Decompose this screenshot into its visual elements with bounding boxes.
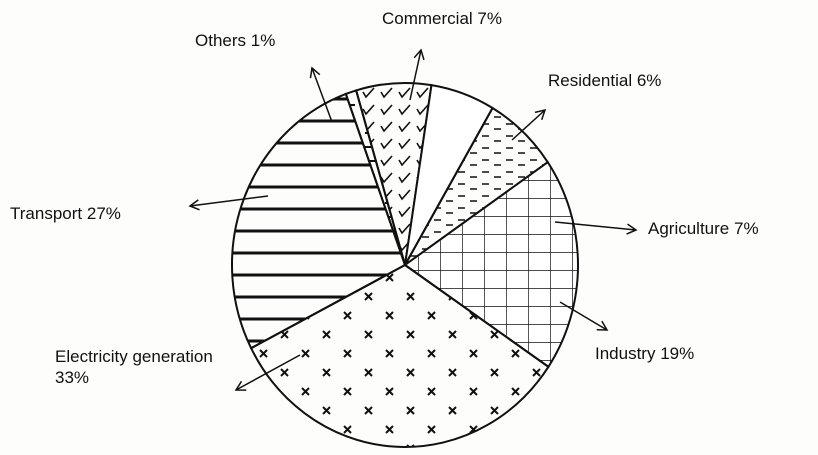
value-label: 27%: [86, 204, 121, 223]
arrow: [188, 195, 269, 211]
slice-label: Others 1%: [195, 30, 275, 51]
category-name: Commercial: [382, 9, 473, 28]
category-name: Residential: [548, 71, 633, 90]
slices: [231, 82, 579, 448]
value-label: 33%: [55, 368, 90, 387]
value-label: 7%: [734, 219, 759, 238]
arrow: [559, 301, 609, 331]
arrow: [409, 48, 425, 101]
arrow: [234, 354, 301, 391]
slice-label: Industry 19%: [595, 343, 694, 364]
category-name: Others: [195, 31, 247, 50]
slice-label: Commercial 7%: [382, 8, 502, 29]
slice-label: Electricity generation 33%: [55, 346, 225, 388]
value-label: 1%: [250, 31, 276, 50]
slice-label: Agriculture 7%: [648, 218, 759, 239]
pie-slice: [249, 263, 550, 448]
category-name: Industry: [595, 344, 656, 363]
category-name: Electricity generation: [55, 347, 213, 366]
arrows: [188, 48, 638, 391]
arrow: [511, 108, 547, 141]
slice-label: Transport 27%: [10, 203, 121, 224]
arrow: [309, 66, 333, 123]
slice-label: Residential 6%: [548, 70, 661, 91]
category-name: Transport: [10, 204, 83, 223]
value-label: 7%: [477, 9, 502, 28]
category-name: Agriculture: [648, 219, 730, 238]
value-label: 19%: [660, 344, 695, 363]
pie-slice: [403, 160, 579, 369]
arrow: [554, 221, 638, 235]
value-label: 6%: [636, 71, 662, 90]
